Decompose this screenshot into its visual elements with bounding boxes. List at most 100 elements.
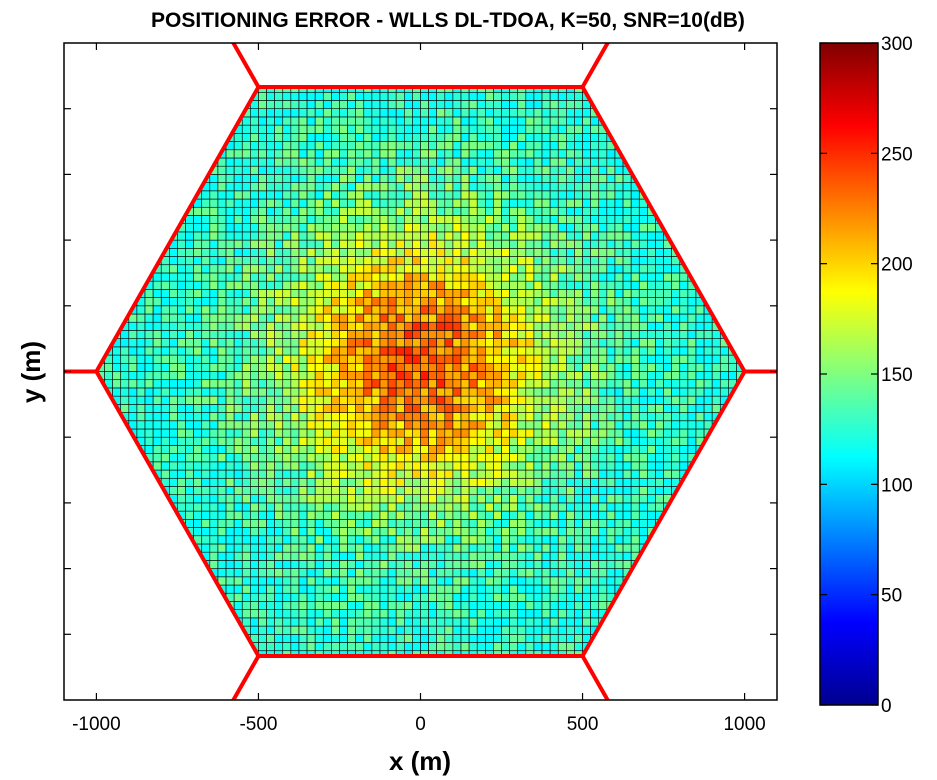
heatmap-cell: [185, 445, 194, 454]
heatmap-cell: [485, 453, 494, 463]
heatmap-cell: [493, 477, 502, 487]
heatmap-cell: [444, 642, 454, 652]
heatmap-cell: [339, 601, 348, 610]
heatmap-cell: [485, 387, 494, 397]
heatmap-cell: [590, 609, 600, 619]
heatmap-cell: [574, 206, 583, 216]
heatmap-cell: [306, 412, 316, 422]
heatmap-cell: [444, 330, 454, 339]
heatmap-cell: [436, 272, 446, 282]
heatmap-cell: [282, 642, 292, 652]
heatmap-cell: [250, 502, 259, 512]
heatmap-cell: [647, 223, 656, 233]
heatmap-cell: [460, 313, 470, 323]
heatmap-cell: [420, 633, 429, 643]
heatmap-cell: [420, 256, 429, 266]
heatmap-cell: [371, 248, 381, 257]
heatmap-cell: [460, 445, 470, 454]
heatmap-cell: [152, 362, 162, 372]
heatmap-cell: [663, 453, 672, 463]
heatmap-cell: [282, 272, 292, 282]
heatmap-cell: [444, 124, 454, 134]
heatmap-cell: [606, 395, 616, 405]
heatmap-cell: [598, 354, 608, 364]
heatmap-cell: [209, 354, 219, 364]
heatmap-cell: [306, 190, 316, 200]
heatmap-cell: [339, 124, 348, 134]
heatmap-cell: [120, 338, 130, 348]
heatmap-cell: [420, 387, 429, 397]
heatmap-cell: [541, 182, 551, 192]
heatmap-cell: [339, 453, 348, 463]
heatmap-cell: [598, 346, 608, 356]
heatmap-cell: [258, 272, 267, 282]
heatmap-cell: [339, 625, 348, 635]
heatmap-cell: [574, 313, 583, 323]
heatmap-cell: [622, 174, 632, 183]
heatmap-cell: [403, 584, 413, 594]
heatmap-cell: [347, 527, 356, 537]
heatmap-cell: [420, 461, 429, 471]
heatmap-cell: [379, 289, 389, 298]
heatmap-cell: [557, 601, 567, 610]
heatmap-cell: [428, 609, 438, 619]
heatmap-cell: [250, 510, 259, 520]
heatmap-cell: [403, 305, 413, 315]
heatmap-cell: [233, 601, 243, 610]
heatmap-cell: [339, 354, 348, 364]
heatmap-cell: [185, 387, 194, 397]
heatmap-cell: [298, 297, 308, 307]
heatmap-cell: [444, 100, 454, 109]
heatmap-cell: [250, 617, 259, 627]
heatmap-cell: [217, 354, 227, 364]
heatmap-cell: [420, 289, 429, 298]
heatmap-cell: [598, 133, 608, 142]
heatmap-cell: [541, 133, 551, 142]
heatmap-cell: [638, 412, 648, 422]
heatmap-cell: [566, 560, 575, 569]
heatmap-cell: [566, 592, 575, 602]
heatmap-cell: [452, 519, 462, 528]
heatmap-cell: [444, 601, 454, 610]
heatmap-cell: [282, 165, 292, 175]
heatmap-cell: [403, 486, 413, 495]
heatmap-cell: [290, 486, 300, 495]
heatmap-cell: [306, 165, 316, 175]
heatmap-cell: [379, 527, 389, 537]
heatmap-cell: [590, 543, 600, 553]
heatmap-cell: [395, 568, 405, 578]
heatmap-cell: [266, 379, 275, 389]
heatmap-cell: [201, 248, 211, 257]
heatmap-cell: [387, 289, 397, 298]
heatmap-cell: [582, 313, 591, 323]
heatmap-cell: [290, 428, 300, 438]
heatmap-cell: [606, 436, 616, 446]
heatmap-cell: [120, 362, 130, 372]
heatmap-cell: [363, 133, 373, 142]
heatmap-cell: [363, 330, 373, 339]
heatmap-cell: [533, 116, 543, 126]
heatmap-cell: [193, 527, 203, 537]
heatmap-cell: [363, 182, 373, 192]
heatmap-cell: [638, 469, 648, 479]
heatmap-cell: [436, 560, 446, 569]
heatmap-cell: [476, 477, 486, 487]
heatmap-cell: [509, 510, 519, 520]
heatmap-cell: [355, 395, 365, 405]
heatmap-cell: [436, 215, 446, 224]
heatmap-cell: [225, 256, 235, 266]
heatmap-cell: [517, 453, 527, 463]
heatmap-cell: [266, 642, 275, 652]
heatmap-cell: [290, 264, 300, 274]
heatmap-cell: [630, 231, 640, 241]
heatmap-cell: [233, 321, 243, 331]
heatmap-cell: [412, 297, 421, 307]
heatmap-cell: [549, 436, 559, 446]
heatmap-cell: [282, 592, 292, 602]
heatmap-cell: [485, 362, 494, 372]
heatmap-cell: [241, 305, 251, 315]
heatmap-cell: [541, 321, 551, 331]
heatmap-cell: [266, 436, 275, 446]
heatmap-cell: [476, 502, 486, 512]
heatmap-cell: [250, 305, 259, 315]
